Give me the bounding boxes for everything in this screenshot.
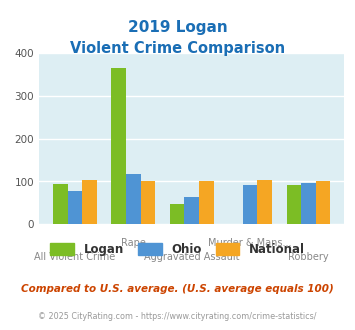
Text: 2019 Logan: 2019 Logan: [128, 20, 227, 35]
Bar: [53, 183, 67, 224]
Text: All Violent Crime: All Violent Crime: [34, 252, 115, 262]
Bar: [141, 181, 155, 224]
Bar: [170, 204, 184, 224]
Bar: [126, 174, 141, 224]
Text: Rape: Rape: [121, 238, 146, 248]
Text: Aggravated Assault: Aggravated Assault: [144, 252, 240, 262]
Bar: [257, 180, 272, 224]
Text: Violent Crime Comparison: Violent Crime Comparison: [70, 41, 285, 56]
Text: © 2025 CityRating.com - https://www.cityrating.com/crime-statistics/: © 2025 CityRating.com - https://www.city…: [38, 312, 317, 321]
Bar: [184, 196, 199, 224]
Legend: Logan, Ohio, National: Logan, Ohio, National: [46, 239, 309, 261]
Text: Robbery: Robbery: [288, 252, 329, 262]
Bar: [82, 180, 97, 224]
Bar: [316, 181, 331, 224]
Bar: [67, 191, 82, 224]
Bar: [286, 185, 301, 224]
Text: Compared to U.S. average. (U.S. average equals 100): Compared to U.S. average. (U.S. average …: [21, 284, 334, 294]
Bar: [199, 181, 214, 224]
Bar: [243, 184, 257, 224]
Bar: [111, 68, 126, 224]
Bar: [301, 183, 316, 224]
Text: Murder & Mans...: Murder & Mans...: [208, 238, 292, 248]
